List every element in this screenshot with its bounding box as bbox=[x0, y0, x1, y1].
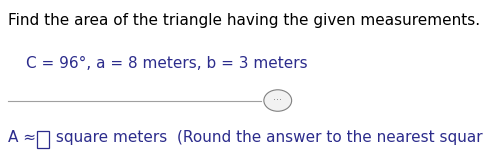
Text: square meters  (Round the answer to the nearest square unit.): square meters (Round the answer to the n… bbox=[51, 130, 483, 145]
Text: A ≈: A ≈ bbox=[8, 130, 41, 145]
Text: C = 96°, a = 8 meters, b = 3 meters: C = 96°, a = 8 meters, b = 3 meters bbox=[26, 56, 308, 71]
FancyBboxPatch shape bbox=[37, 131, 49, 148]
Ellipse shape bbox=[264, 90, 292, 111]
Text: Find the area of the triangle having the given measurements.: Find the area of the triangle having the… bbox=[8, 13, 480, 28]
Text: ···: ··· bbox=[273, 96, 282, 106]
